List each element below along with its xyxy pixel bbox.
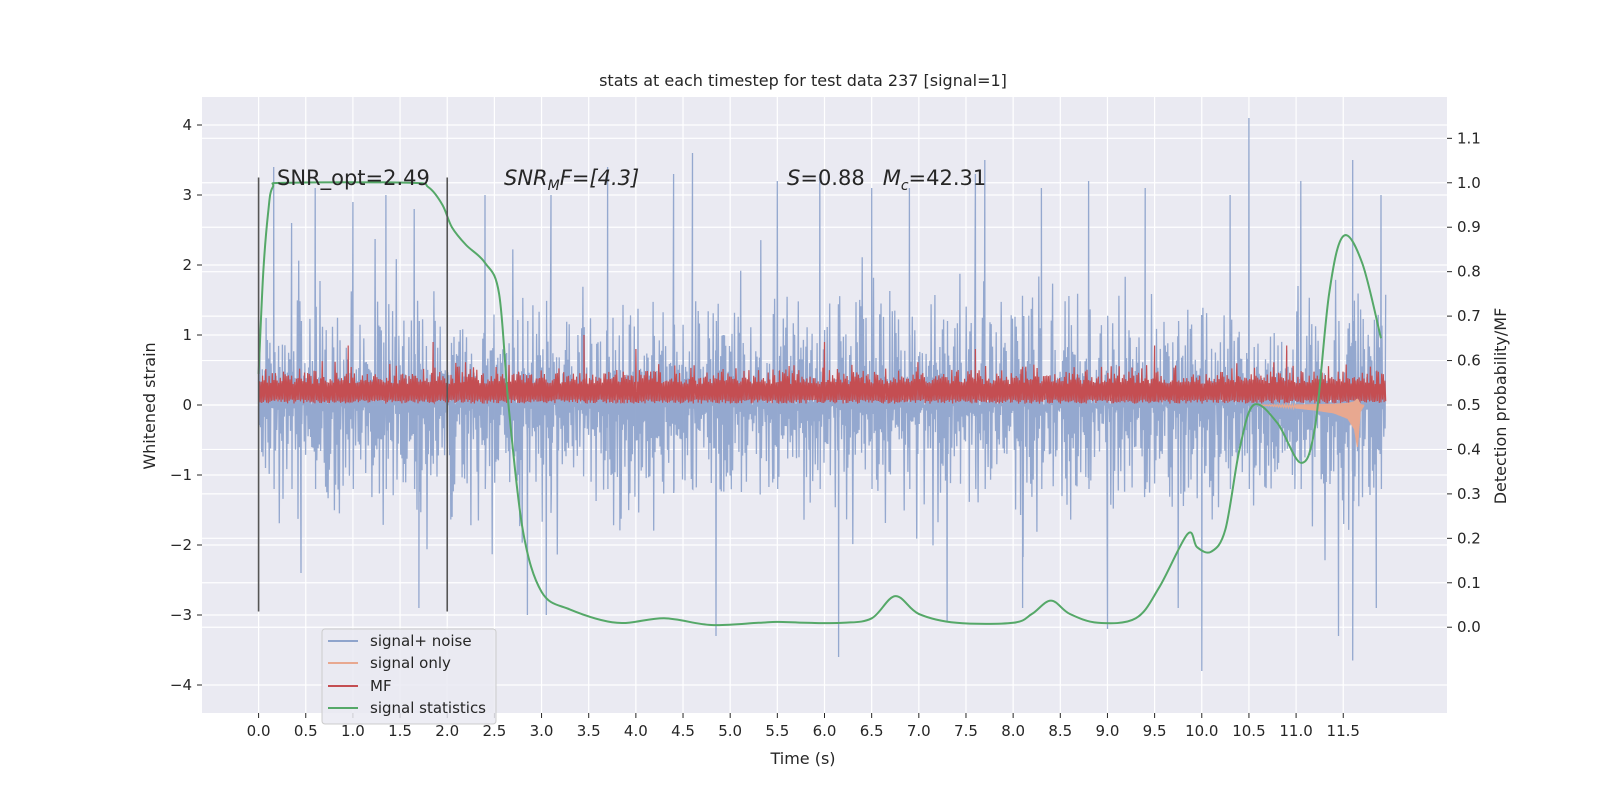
x-tick-label: 8.5 xyxy=(1048,722,1072,740)
y-right-tick-label: 1.0 xyxy=(1457,174,1481,192)
x-tick-label: 5.0 xyxy=(718,722,742,740)
y-left-tick-label: 4 xyxy=(182,116,192,134)
annotation-s-value: =0.88 xyxy=(800,166,864,190)
legend-label-signal-noise: signal+ noise xyxy=(370,632,472,650)
x-tick-label: 3.0 xyxy=(530,722,554,740)
x-tick-label: 2.0 xyxy=(435,722,459,740)
x-tick-label: 7.5 xyxy=(954,722,978,740)
annotation-m-value: =42.31 xyxy=(909,166,987,190)
x-tick-label: 3.5 xyxy=(577,722,601,740)
series-mf xyxy=(258,334,1387,405)
y-left-tick-label: 2 xyxy=(182,256,192,274)
annotation-m-sub: c xyxy=(901,178,909,194)
x-tick-label: 6.0 xyxy=(813,722,837,740)
series-signal-only xyxy=(1258,398,1365,448)
x-tick-label: 5.5 xyxy=(765,722,789,740)
x-tick-label: 1.5 xyxy=(388,722,412,740)
x-tick-label: 4.5 xyxy=(671,722,695,740)
x-tick-label: 8.0 xyxy=(1001,722,1025,740)
x-tick-label: 10.5 xyxy=(1232,722,1265,740)
y-left-tick-label: 1 xyxy=(182,326,192,344)
annotation-snr-mf-after: F=[4.3] xyxy=(560,166,639,190)
y-left-tick-label: 3 xyxy=(182,186,192,204)
annotation-snr-mf-sub: M xyxy=(548,178,560,194)
annotation-m-label: M xyxy=(883,166,901,190)
y-left-tick-label: −2 xyxy=(170,536,192,554)
x-tick-label: 2.5 xyxy=(482,722,506,740)
y-left-tick-label: −3 xyxy=(170,606,192,624)
legend-label-signal-only: signal only xyxy=(370,654,451,672)
y-right-tick-label: 0.9 xyxy=(1457,218,1481,236)
annotation-snr-mf-main: SNR xyxy=(504,166,548,190)
y-axis-label-right: Detection probability/MF xyxy=(1491,308,1510,505)
y-left-tick-label: −1 xyxy=(170,466,192,484)
x-tick-label: 0.0 xyxy=(247,722,271,740)
x-tick-label: 11.0 xyxy=(1279,722,1312,740)
x-tick-label: 10.0 xyxy=(1185,722,1218,740)
y-right-tick-label: 0.7 xyxy=(1457,307,1481,325)
legend: signal+ noise signal only MF signal stat… xyxy=(321,628,497,725)
series-signal-noise xyxy=(257,117,1387,672)
y-right-tick-label: 0.6 xyxy=(1457,352,1481,370)
x-tick-label: 11.5 xyxy=(1327,722,1360,740)
x-axis-label: Time (s) xyxy=(769,749,835,768)
x-tick-label: 0.5 xyxy=(294,722,318,740)
chart-title: stats at each timestep for test data 237… xyxy=(599,71,1007,90)
y-left-tick-label: −4 xyxy=(170,676,192,694)
y-right-tick-label: 0.1 xyxy=(1457,574,1481,592)
annotation-params: S=0.88 Mc=42.31 xyxy=(787,166,986,194)
x-tick-label: 9.0 xyxy=(1096,722,1120,740)
y-left-tick-label: 0 xyxy=(182,396,192,414)
legend-label-mf: MF xyxy=(370,677,392,695)
annotation-snr-mf: SNRMF=[4.3] xyxy=(504,166,639,194)
y-right-tick-label: 0.0 xyxy=(1457,618,1481,636)
y-right-tick-label: 0.2 xyxy=(1457,529,1481,547)
legend-box xyxy=(321,628,497,725)
x-tick-label: 6.5 xyxy=(860,722,884,740)
x-tick-label: 7.0 xyxy=(907,722,931,740)
y-right-tick-label: 1.1 xyxy=(1457,129,1481,147)
series-signal-statistics xyxy=(257,181,1382,627)
annotation-s-label: S xyxy=(787,166,800,190)
y-right-tick-label: 0.8 xyxy=(1457,263,1481,281)
y-right-tick-label: 0.3 xyxy=(1457,485,1481,503)
y-right-tick-label: 0.4 xyxy=(1457,440,1481,458)
y-right-tick-label: 0.5 xyxy=(1457,396,1481,414)
annotation-snr-opt: SNR_opt=2.49 xyxy=(277,166,430,191)
x-tick-label: 1.0 xyxy=(341,722,365,740)
x-tick-label: 4.0 xyxy=(624,722,648,740)
x-tick-label: 9.5 xyxy=(1143,722,1167,740)
y-axis-label-left: Whitened strain xyxy=(140,342,159,469)
legend-label-signal-statistics: signal statistics xyxy=(370,699,486,717)
